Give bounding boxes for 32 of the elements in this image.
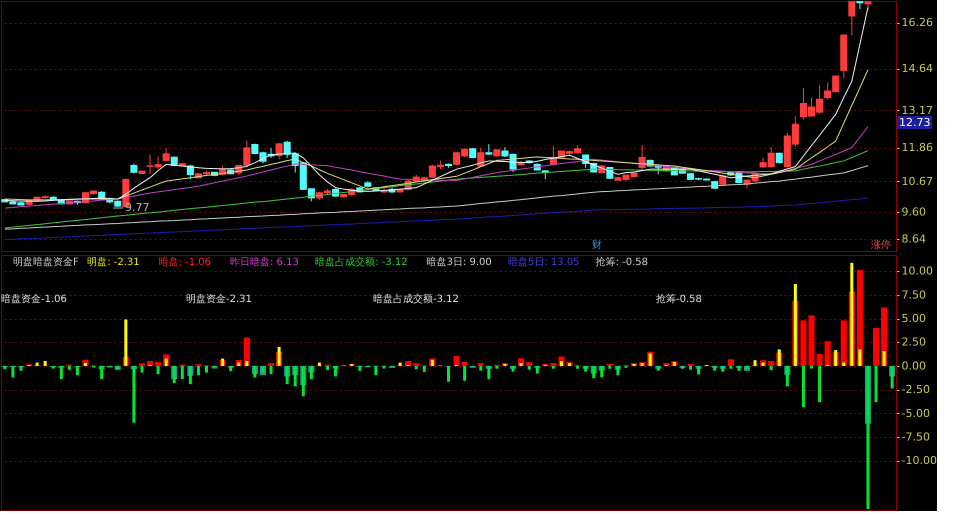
y-tick-label: -2.50 (902, 383, 930, 396)
chart-title: 明盘暗盘资金F (13, 256, 79, 268)
y-tick-label: -7.50 (902, 430, 930, 444)
annotation: 抢筹-0.58 (656, 293, 702, 305)
y-tick-label: -5.00 (902, 406, 930, 420)
annotation: 暗盘3日: 9.00 (426, 256, 492, 268)
y-tick-label: 5.00 (902, 312, 926, 326)
annotation: 暗盘5日: 13.05 (508, 256, 580, 268)
annotation: 暗盘资金-1.06 (1, 293, 67, 305)
y-tick-label: -10.00 (902, 454, 937, 468)
y-tick-label: 9.60 (902, 205, 926, 218)
y-tick-label: 7.50 (902, 288, 926, 302)
annotation: 财 (592, 239, 602, 251)
y-tick-label: 13.17 (902, 104, 933, 117)
y-tick-label: 10.00 (902, 264, 933, 278)
annotation: 明盘: -2.31 (87, 256, 140, 268)
annotation: 昨日暗盘: 6.13 (230, 256, 299, 268)
annotation: 暗盘占成交额: -3.12 (315, 256, 408, 268)
annotation: 涨停 (871, 239, 891, 251)
annotation: 明盘资金-2.31 (186, 293, 252, 305)
y-tick-label: 0.00 (902, 359, 926, 372)
annotation: 抢筹: -0.58 (596, 256, 648, 268)
annotation: 9.77 (125, 201, 150, 214)
y-tick-label: 2.50 (902, 336, 926, 349)
y-tick-label: 14.64 (902, 62, 933, 76)
y-tick-label: 8.64 (902, 232, 926, 246)
annotation: 暗盘: -1.06 (158, 256, 212, 268)
annotation: 暗盘占成交额-3.12 (373, 293, 459, 305)
text: 12.73 (899, 116, 930, 129)
y-tick-label: 11.86 (902, 141, 933, 154)
y-tick-label: 16.26 (902, 16, 933, 30)
y-tick-label: 10.67 (902, 174, 933, 188)
